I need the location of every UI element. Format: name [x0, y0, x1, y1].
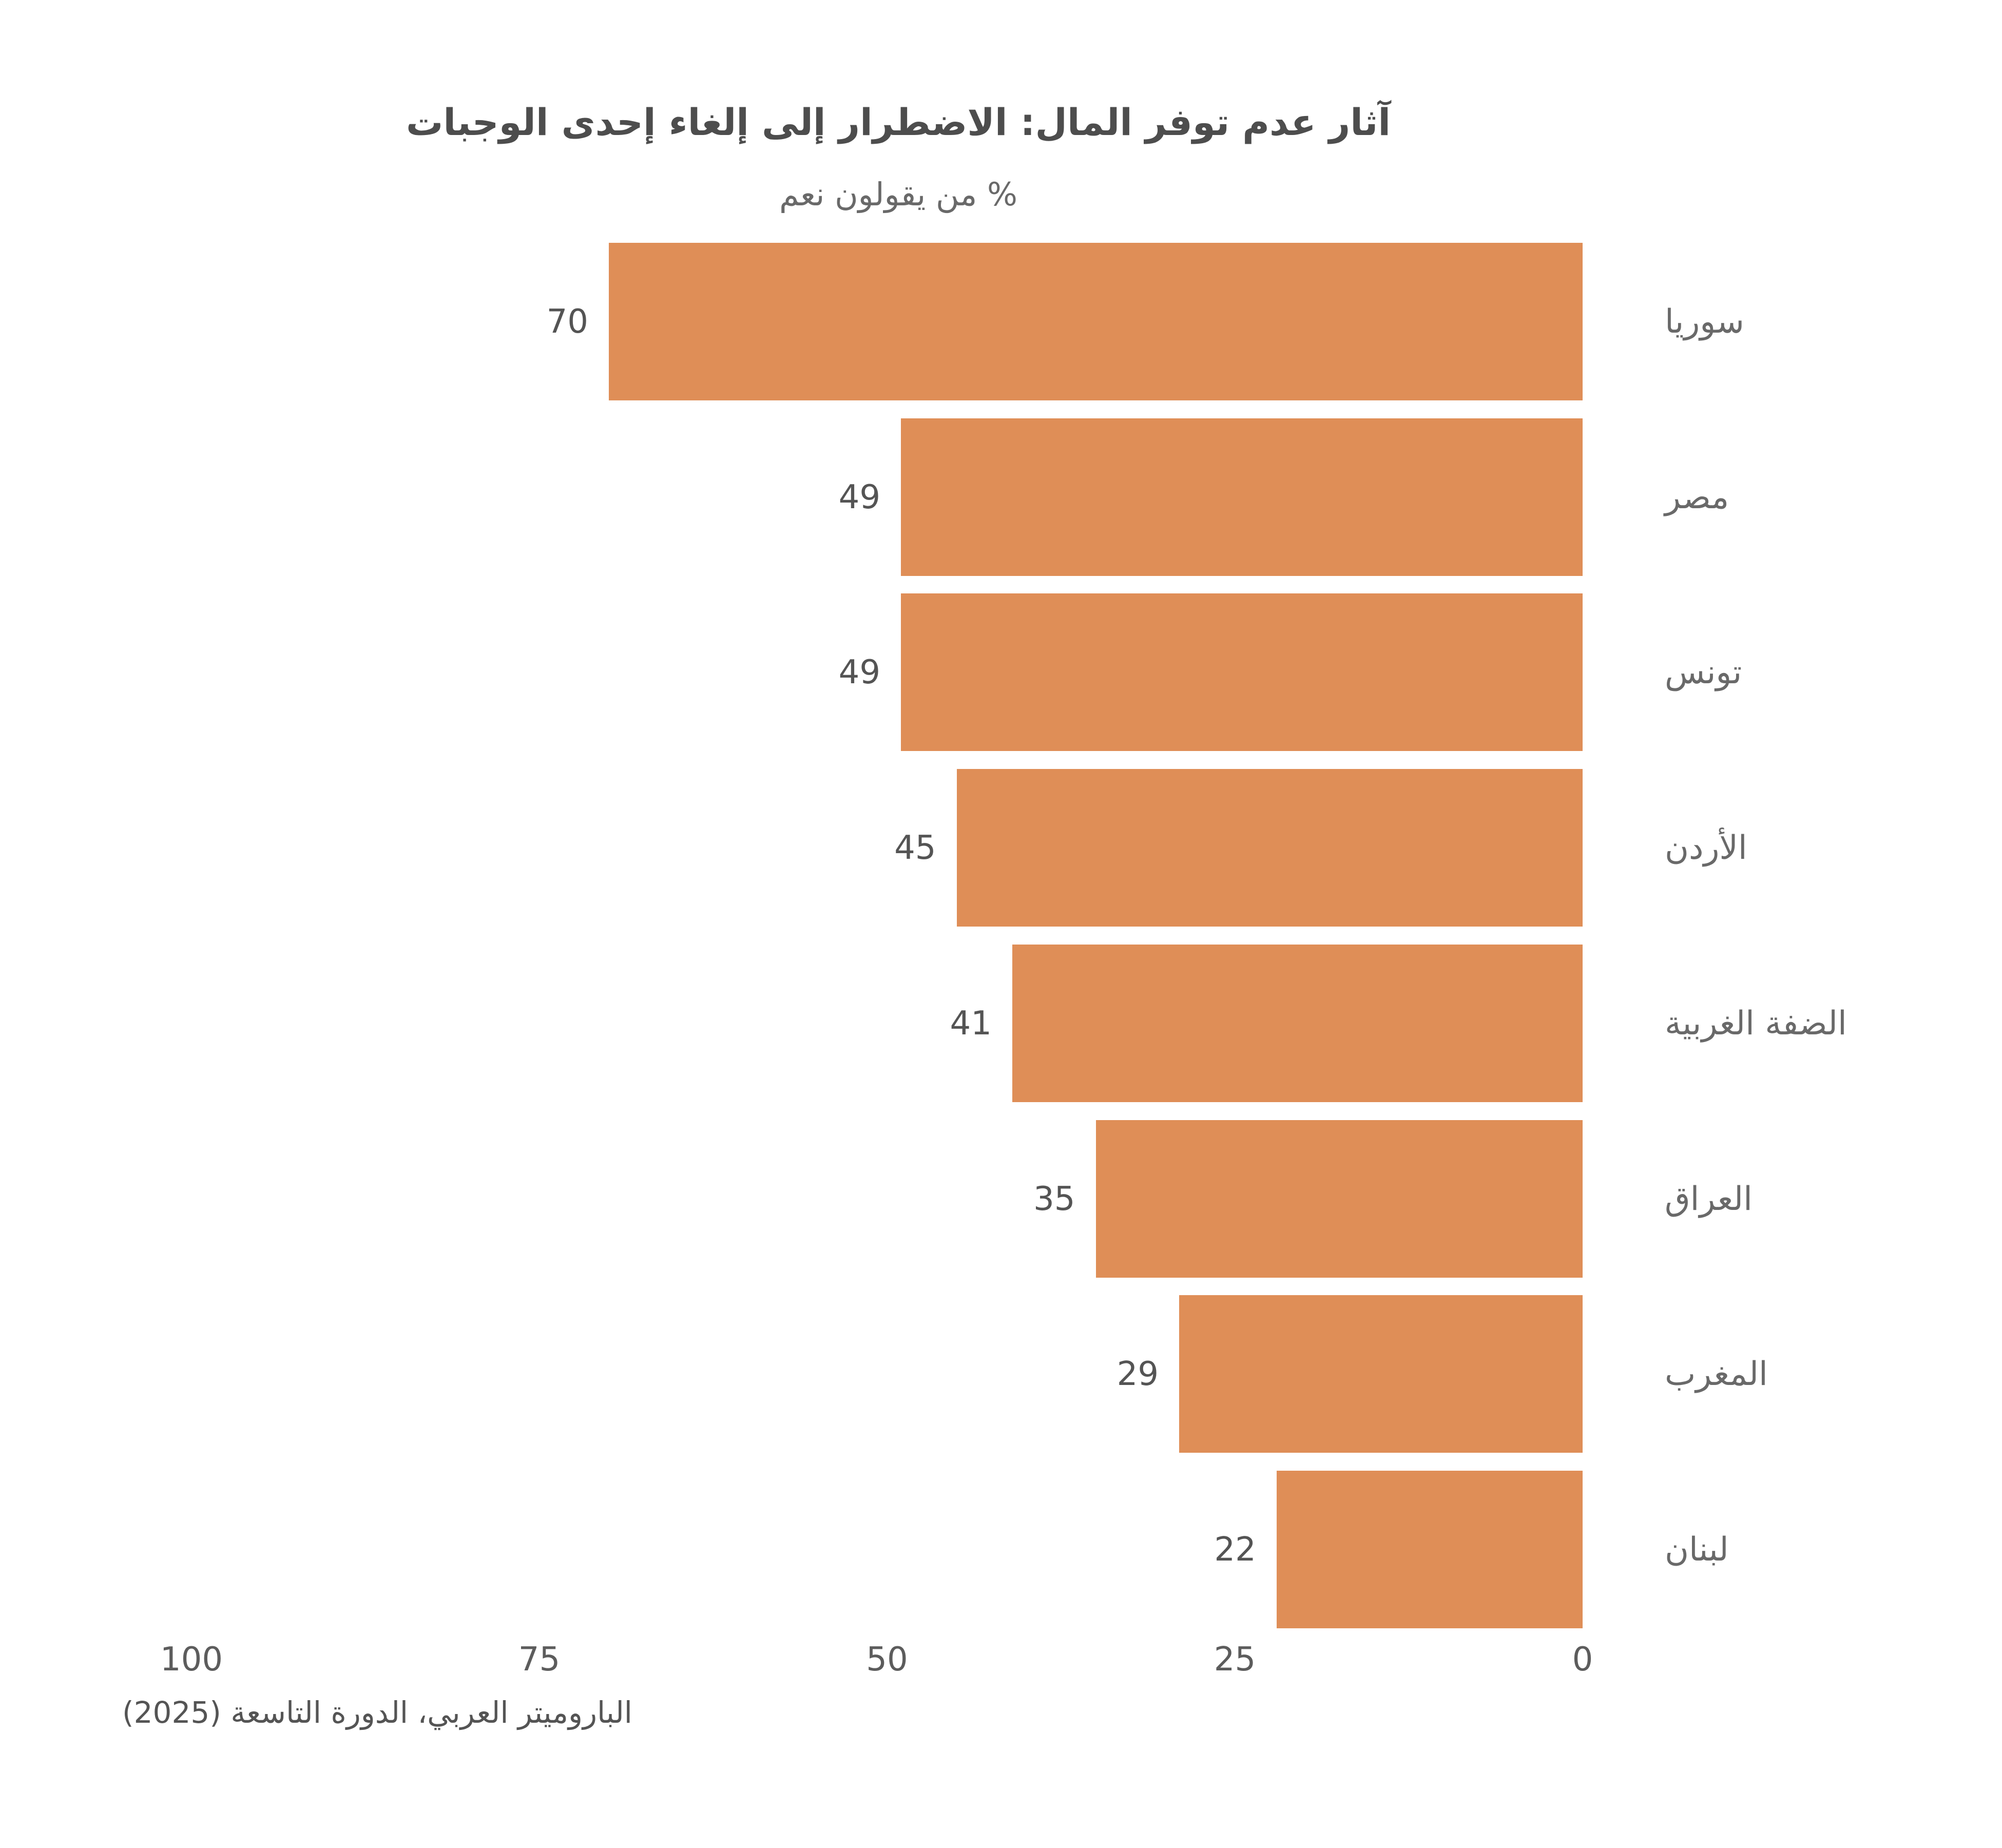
- x-axis-tick-label: 100: [160, 1641, 223, 1679]
- category-label: العراق: [1665, 1180, 1753, 1218]
- chart-title: آثار عدم توفر المال: الاضطرار إلى إلغاء …: [406, 101, 1391, 144]
- value-label: 29: [1116, 1355, 1159, 1393]
- bar: [1276, 1471, 1583, 1628]
- source-caption: الباروميتر العربي، الدورة التاسعة (2025): [122, 1695, 632, 1730]
- value-label: 22: [1214, 1530, 1256, 1569]
- chart-subtitle: % من يقولون نعم: [779, 176, 1017, 213]
- bar: [901, 418, 1583, 576]
- category-label: لبنان: [1665, 1530, 1729, 1569]
- value-label: 45: [894, 829, 936, 867]
- value-label: 49: [838, 653, 881, 691]
- x-axis-tick-label: 50: [866, 1641, 908, 1679]
- bar: [901, 593, 1583, 751]
- value-label: 70: [546, 302, 588, 341]
- value-label: 41: [950, 1004, 992, 1043]
- bar: [609, 243, 1583, 400]
- x-axis-tick-label: 0: [1572, 1641, 1593, 1679]
- bar: [1095, 1120, 1583, 1278]
- category-label: تونس: [1665, 653, 1742, 691]
- x-axis-tick-label: 25: [1214, 1641, 1256, 1679]
- bar: [1012, 945, 1583, 1102]
- x-axis-tick-label: 75: [518, 1641, 561, 1679]
- category-label: مصر: [1665, 478, 1729, 516]
- value-label: 35: [1033, 1180, 1075, 1218]
- category-label: المغرب: [1665, 1355, 1768, 1393]
- bar: [1179, 1295, 1583, 1453]
- category-label: الضفة الغربية: [1665, 1004, 1847, 1043]
- bar: [956, 769, 1583, 927]
- value-label: 49: [838, 478, 881, 516]
- category-label: الأردن: [1665, 829, 1747, 867]
- category-label: سوريا: [1665, 302, 1744, 341]
